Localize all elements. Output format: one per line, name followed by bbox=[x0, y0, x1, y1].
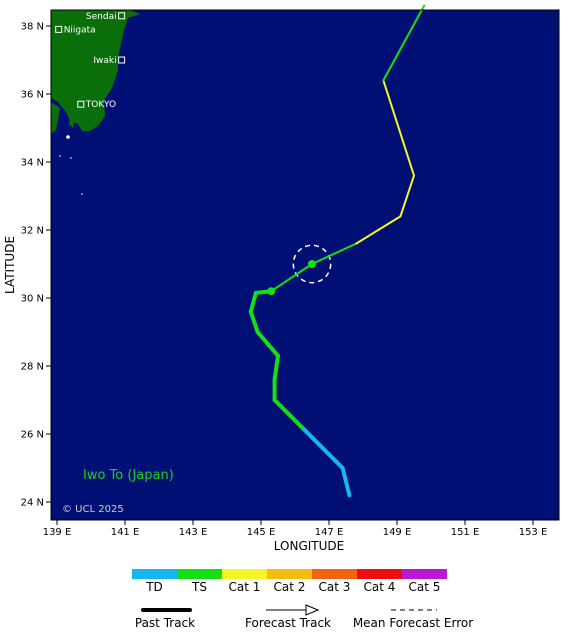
legend-category-label: Cat 3 bbox=[319, 580, 351, 594]
forecast-error-layer bbox=[292, 244, 332, 284]
legend-swatch bbox=[177, 569, 222, 579]
legend-category-label: Cat 5 bbox=[409, 580, 441, 594]
island-marker bbox=[66, 135, 70, 139]
x-tick-label: 149 E bbox=[383, 527, 412, 538]
past-track-segment bbox=[248, 290, 258, 314]
forecast-track-segment bbox=[399, 174, 415, 218]
plot-frame bbox=[50, 9, 560, 521]
legend-category-label: Cat 2 bbox=[274, 580, 306, 594]
city-label: TOKYO bbox=[85, 100, 116, 110]
city-marker bbox=[77, 100, 85, 108]
island-marker bbox=[59, 155, 61, 157]
x-tick-label: 147 E bbox=[315, 527, 344, 538]
y-tick-label: 24 N bbox=[21, 498, 44, 509]
ocean-area bbox=[51, 10, 559, 520]
cities-layer: Sendai Niigata Iwaki TOKYO bbox=[55, 12, 126, 110]
land-izu-peninsula bbox=[69, 118, 75, 128]
forecast-arrow-head bbox=[305, 604, 320, 616]
y-tick-label: 28 N bbox=[21, 362, 44, 373]
legend-category-label: Cat 4 bbox=[364, 580, 396, 594]
x-tick-label: 141 E bbox=[111, 527, 140, 538]
y-tick-label: 26 N bbox=[21, 430, 44, 441]
x-tick-label: 153 E bbox=[519, 527, 548, 538]
past-track-segment bbox=[255, 330, 280, 358]
copyright-text: © UCL 2025 bbox=[62, 504, 124, 515]
city-label: Iwaki bbox=[93, 56, 116, 66]
x-tick-label: 143 E bbox=[179, 527, 208, 538]
x-axis: 139 E 141 E 143 E 145 E 147 E 149 E 151 E 153 E bbox=[43, 520, 548, 538]
x-axis-title: LONGITUDE bbox=[274, 539, 344, 553]
position-marker bbox=[267, 287, 276, 296]
legend-swatch bbox=[132, 569, 177, 579]
forecast-track-segment bbox=[382, 79, 415, 177]
position-marker bbox=[308, 260, 316, 268]
legend-category-label: Cat 1 bbox=[229, 580, 261, 594]
city-label: Niigata bbox=[64, 25, 96, 35]
position-marker-layer bbox=[267, 260, 316, 296]
land-west-coast bbox=[51, 102, 60, 134]
past-track-segment bbox=[248, 309, 260, 334]
x-tick-label: 139 E bbox=[43, 527, 72, 538]
land-boso-peninsula bbox=[80, 112, 91, 130]
legend-error: Mean Forecast Error bbox=[353, 609, 473, 630]
legend-forecast-track: Forecast Track bbox=[245, 604, 331, 630]
legend-swatch bbox=[222, 569, 267, 579]
y-tick-label: 38 N bbox=[21, 22, 44, 33]
legend-swatch bbox=[312, 569, 357, 579]
legend-swatch bbox=[357, 569, 402, 579]
y-tick-label: 36 N bbox=[21, 90, 44, 101]
forecast-track-segment bbox=[355, 215, 402, 245]
y-tick-label: 34 N bbox=[21, 158, 44, 169]
past-track-segment bbox=[272, 398, 304, 430]
legend-category-label: TS bbox=[191, 580, 207, 594]
y-tick-label: 30 N bbox=[21, 294, 44, 305]
forecast-track-segment bbox=[382, 4, 426, 82]
island-marker bbox=[81, 193, 83, 195]
past-track-segment bbox=[316, 442, 345, 470]
past-track-segment bbox=[299, 425, 321, 447]
land-japan-honshu bbox=[51, 10, 140, 131]
x-tick-label: 145 E bbox=[247, 527, 276, 538]
track-layer bbox=[248, 4, 426, 498]
legend-swatch bbox=[402, 569, 447, 579]
forecast-track-segment bbox=[270, 263, 313, 293]
past-track-segment bbox=[272, 353, 280, 382]
city-marker bbox=[118, 56, 126, 64]
city-marker bbox=[55, 25, 63, 33]
forecast-track-label: Forecast Track bbox=[245, 616, 331, 630]
legend-past-track: Past Track bbox=[135, 608, 195, 630]
forecast-error-circle bbox=[292, 244, 332, 284]
island-marker bbox=[70, 157, 72, 159]
small-islands bbox=[59, 135, 83, 195]
city-label: Sendai bbox=[86, 12, 117, 22]
y-tick-label: 32 N bbox=[21, 226, 44, 237]
place-label: Iwo To (Japan) bbox=[83, 468, 174, 483]
x-tick-label: 151 E bbox=[451, 527, 480, 538]
y-axis-title: LATITUDE bbox=[3, 236, 17, 294]
past-track-segment bbox=[340, 466, 352, 498]
y-axis: 24 N 26 N 28 N 30 N 32 N 34 N 36 N 38 N bbox=[21, 22, 51, 509]
legend-swatch bbox=[267, 569, 312, 579]
city-marker bbox=[118, 12, 126, 20]
forecast-track-segment bbox=[311, 242, 358, 265]
error-label: Mean Forecast Error bbox=[353, 616, 473, 630]
legend-category-label: TD bbox=[145, 580, 163, 594]
legend-colorbar: TD TS Cat 1 Cat 2 Cat 3 Cat 4 Cat 5 bbox=[132, 569, 447, 594]
land-layer bbox=[51, 10, 140, 134]
past-track-label: Past Track bbox=[135, 616, 195, 630]
